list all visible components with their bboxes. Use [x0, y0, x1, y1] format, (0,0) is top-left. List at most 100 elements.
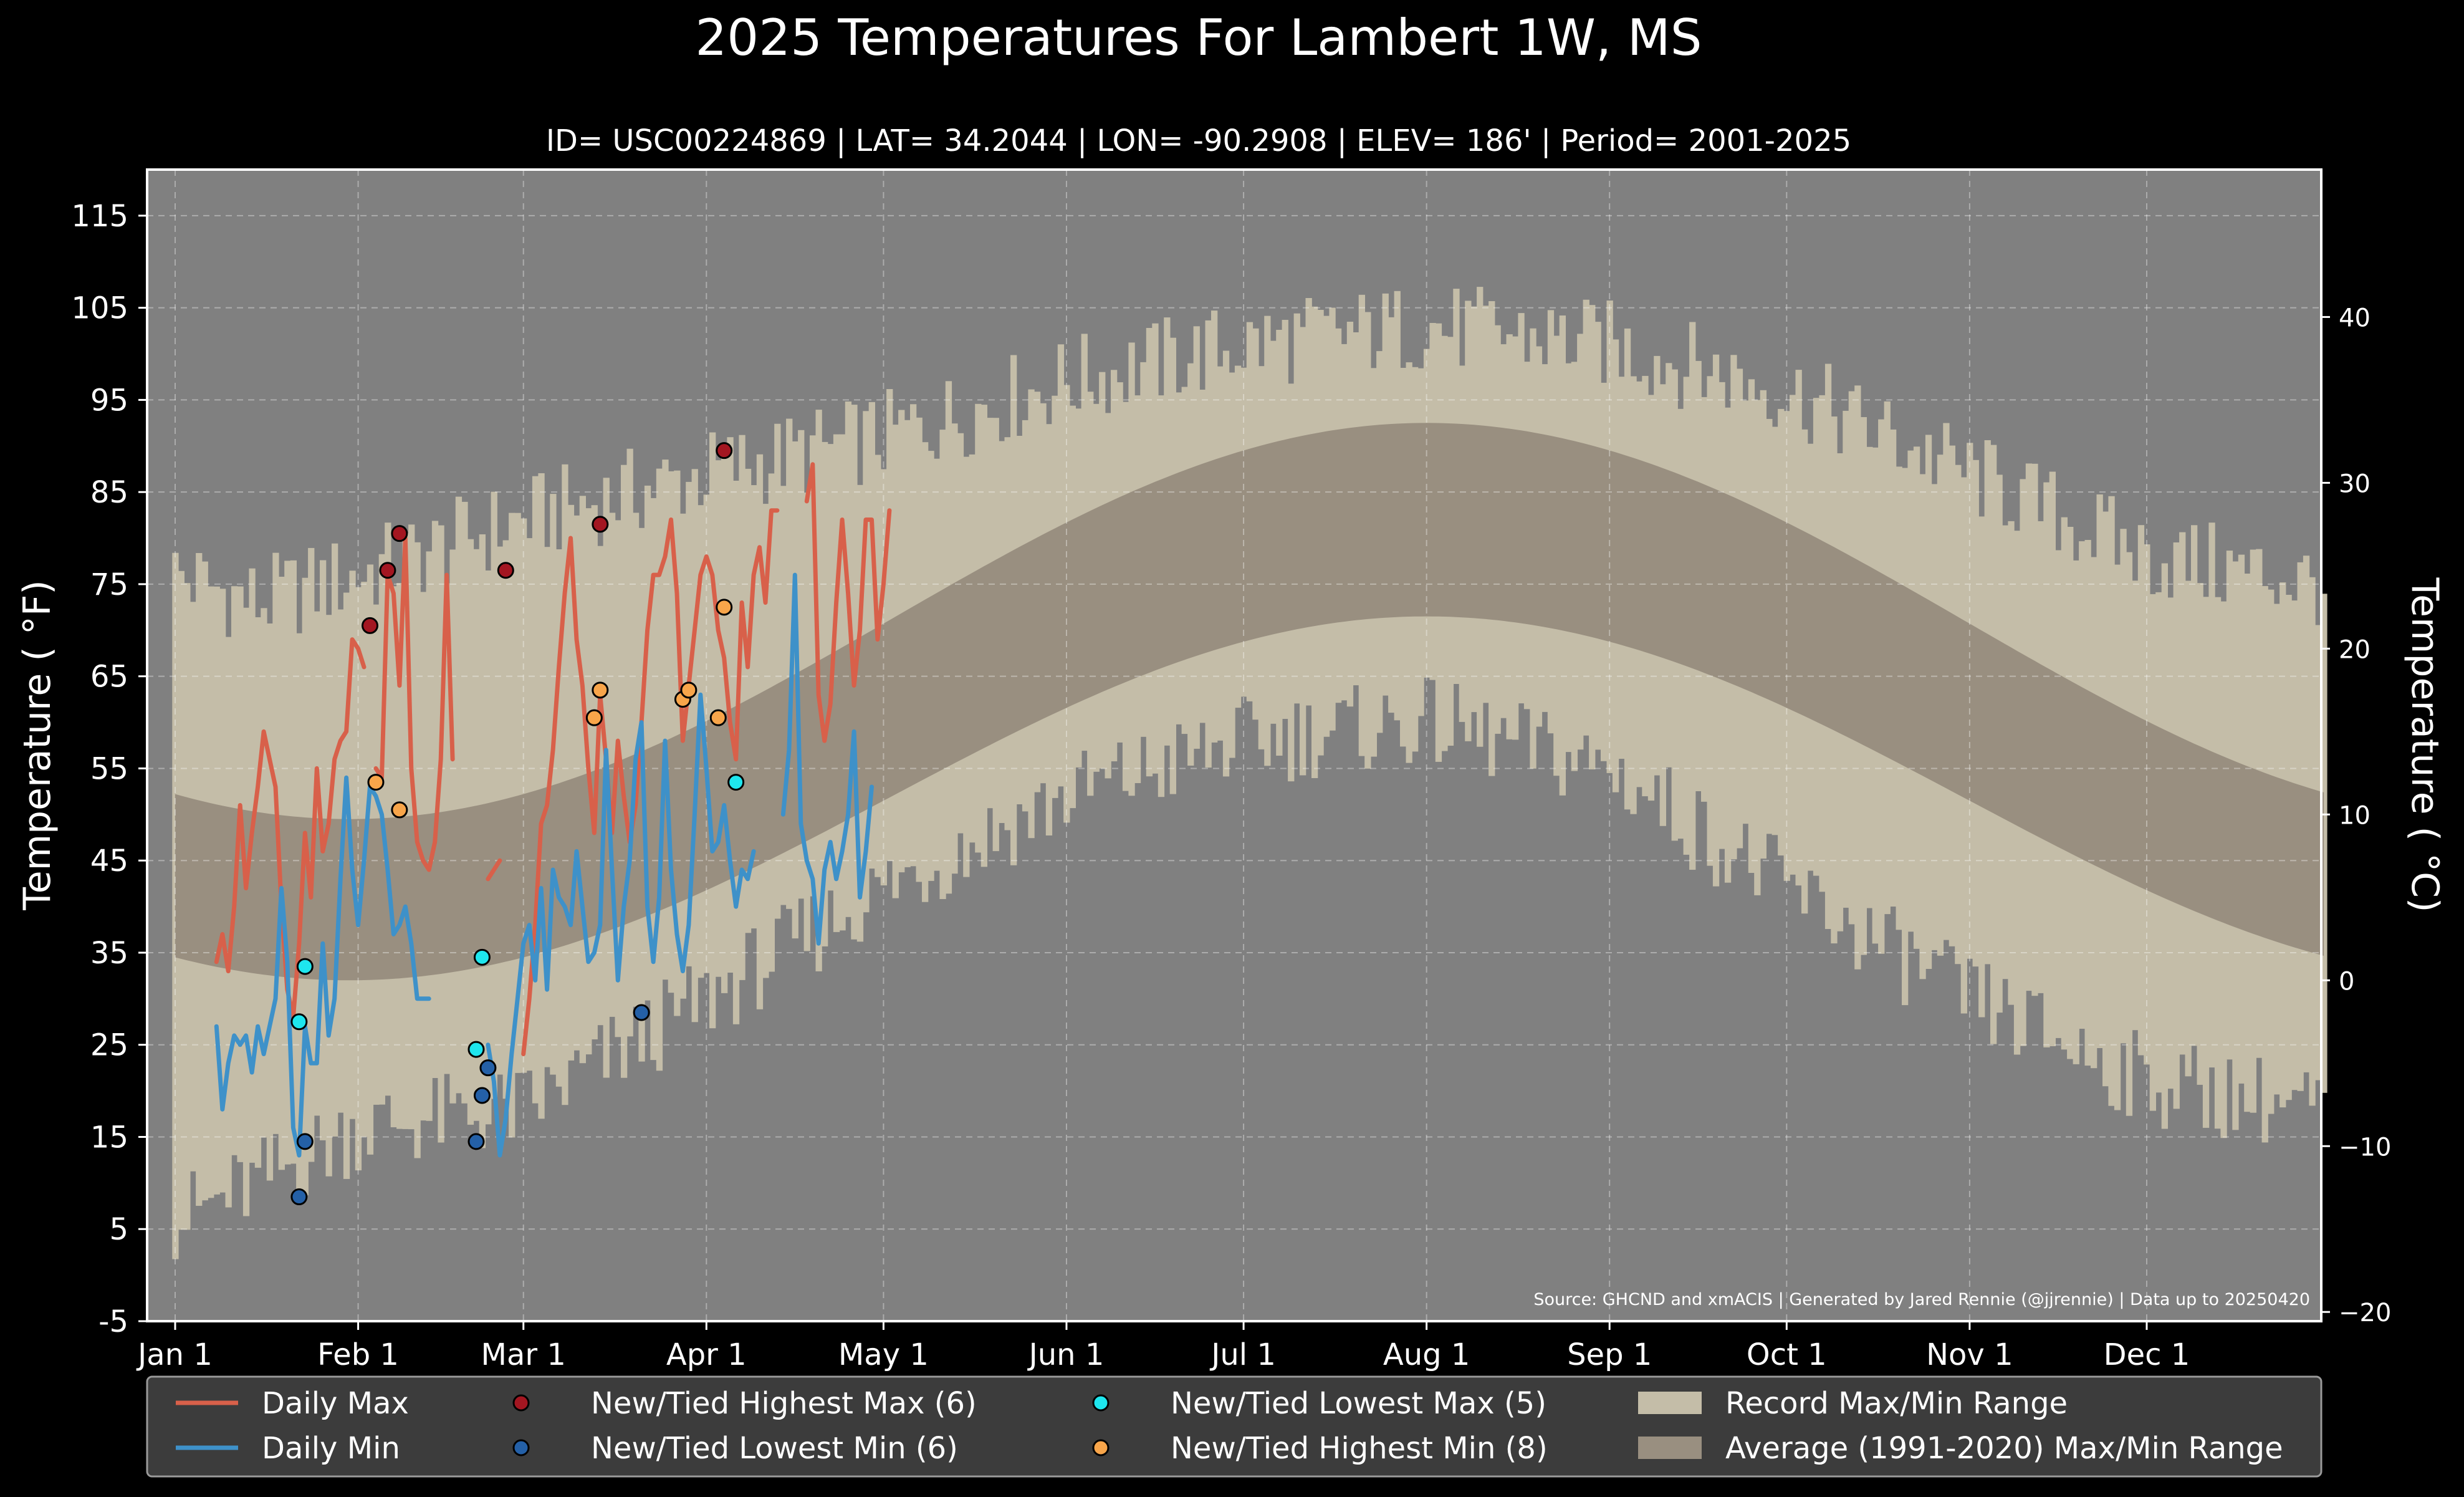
y-tick-label: 45: [90, 844, 128, 878]
legend-label: Daily Min: [262, 1431, 400, 1466]
plot-area: Source: GHCND and xmACIS | Generated by …: [146, 168, 2327, 1322]
record-range-bar: [455, 496, 463, 1094]
y-tick-label: 15: [90, 1120, 128, 1155]
y2-tick-label: 20: [2339, 635, 2371, 664]
y-tick-label: 75: [90, 567, 128, 602]
legend-box: [146, 1375, 2323, 1478]
x-tick-label: May 1: [838, 1337, 929, 1372]
record-range-bar: [668, 471, 674, 993]
legend-label: New/Tied Lowest Max (5): [1171, 1386, 1546, 1421]
record-range-bar: [626, 448, 633, 1037]
high-min-point: [391, 801, 408, 819]
record-range-bar: [798, 430, 805, 899]
record-range-bar: [550, 494, 557, 1075]
record-range-bar: [786, 418, 793, 909]
x-tick-label: Dec 1: [2104, 1337, 2190, 1372]
y-tick-label: 95: [90, 383, 128, 418]
high-min-point: [585, 709, 603, 726]
x-tick-label: Oct 1: [1747, 1337, 1827, 1372]
y-tick-label: -5: [98, 1304, 128, 1339]
low-min-point: [633, 1004, 650, 1021]
legend-swatch-dot: [512, 1394, 530, 1412]
x-tick-label: Nov 1: [1926, 1337, 2013, 1372]
high-min-point: [716, 599, 733, 616]
record-range-bar: [686, 481, 693, 966]
low-max-point: [727, 774, 745, 791]
legend-label: New/Tied Highest Max (6): [591, 1386, 977, 1421]
legend-label: Daily Max: [262, 1386, 409, 1421]
y-tick-label: 25: [90, 1028, 128, 1063]
x-tick-label: Jul 1: [1209, 1337, 1276, 1372]
high-min-point: [367, 774, 385, 791]
x-tick-label: Aug 1: [1383, 1337, 1470, 1372]
legend: Daily Max Daily Min New/Tied Highest Max (…: [146, 1375, 2323, 1478]
record-range-bar: [774, 423, 781, 919]
low-min-point: [290, 1188, 308, 1206]
y2-tick-label: 10: [2339, 801, 2371, 830]
high-min-point: [592, 681, 609, 699]
record-range-bar: [532, 476, 539, 1104]
source-note: Source: GHCND and xmACIS | Generated by …: [1533, 1290, 2310, 1309]
x-tick-label: Sep 1: [1567, 1337, 1652, 1372]
x-tick-label: Jan 1: [136, 1337, 213, 1372]
legend-swatch-patch: [1638, 1437, 1702, 1459]
y-axis-label: Temperature ( °F): [16, 580, 59, 911]
y2-tick-label: 30: [2339, 469, 2371, 498]
high-max-point: [362, 617, 379, 634]
record-range-bar: [461, 501, 468, 1104]
low-min-point: [296, 1133, 314, 1150]
x-tick-label: Jun 1: [1027, 1337, 1105, 1372]
y-tick-label: 5: [109, 1212, 128, 1247]
x-axis: Jan 1 Feb 1 Mar 1 Apr 1 May 1 Jun 1 Jul 1 Aug 1…: [136, 1321, 2190, 1372]
y2-tick-label: 0: [2339, 967, 2354, 996]
y2-axis-label: Temperature ( °C): [2403, 577, 2447, 913]
record-points: [290, 442, 745, 1206]
y-axis-right: −20 −10 0 10 20 30 40: [2321, 304, 2391, 1327]
y-axis-left: -5 5 15 25 35 45 55 65 75 85 95 105 115: [71, 199, 147, 1339]
high-max-point: [497, 562, 514, 579]
legend-swatch-patch: [1638, 1392, 1702, 1414]
chart-subtitle: ID= USC00224869 | LAT= 34.2044 | LON= -9…: [546, 123, 1851, 158]
x-tick-label: Mar 1: [481, 1337, 566, 1372]
low-max-point: [290, 1013, 308, 1031]
low-min-point: [479, 1059, 497, 1077]
y2-tick-label: −20: [2339, 1299, 2391, 1327]
high-min-point: [680, 681, 697, 699]
daily-min-line: [214, 572, 874, 1158]
legend-label: New/Tied Highest Min (8): [1171, 1431, 1548, 1466]
y2-tick-label: −10: [2339, 1133, 2391, 1162]
y-tick-label: 85: [90, 475, 128, 510]
y-tick-label: 105: [71, 291, 128, 326]
legend-label: Average (1991-2020) Max/Min Range: [1725, 1431, 2283, 1466]
high-max-point: [391, 525, 408, 542]
record-range-bar: [514, 513, 521, 1073]
low-min-point: [473, 1087, 491, 1104]
low-max-point: [296, 958, 314, 975]
high-min-point: [709, 709, 727, 726]
record-range-bar: [644, 485, 651, 1001]
legend-label: Record Max/Min Range: [1725, 1386, 2068, 1421]
legend-swatch-dot: [1092, 1439, 1110, 1456]
low-max-point: [467, 1041, 485, 1058]
y-tick-label: 35: [90, 936, 128, 971]
y2-tick-label: 40: [2339, 304, 2371, 332]
y-tick-label: 115: [71, 199, 128, 234]
record-range-bar: [491, 491, 497, 1099]
record-range-bar: [662, 460, 669, 980]
record-range-bar: [385, 522, 391, 1096]
legend-label: New/Tied Lowest Min (6): [591, 1431, 958, 1466]
low-max-point: [473, 948, 491, 966]
high-max-point: [592, 516, 609, 533]
record-range-bar: [2321, 594, 2327, 1093]
high-max-point: [716, 442, 733, 460]
x-tick-label: Feb 1: [317, 1337, 399, 1372]
y-tick-label: 65: [90, 660, 128, 695]
y-tick-label: 55: [90, 751, 128, 786]
record-range-bar: [431, 521, 439, 1078]
low-min-point: [467, 1133, 485, 1150]
grid-lines: [147, 170, 2321, 1322]
chart-title: 2025 Temperatures For Lambert 1W, MS: [695, 9, 1702, 67]
high-max-point: [379, 562, 396, 579]
legend-swatch-dot: [512, 1439, 530, 1456]
